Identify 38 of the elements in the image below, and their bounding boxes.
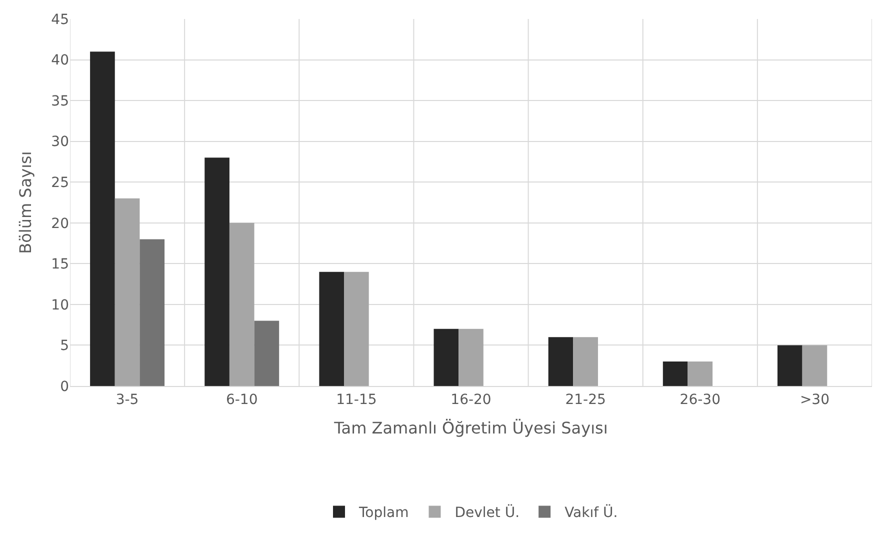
y-tick-label: 10 [51, 297, 69, 314]
x-tick-label: >30 [800, 392, 830, 408]
x-axis-title: Tam Zamanlı Öğretim Üyesi Sayısı [333, 418, 608, 438]
bar [573, 337, 598, 386]
y-tick-label: 35 [51, 93, 69, 110]
y-tick-label: 20 [51, 216, 69, 232]
x-tick-label: 16-20 [450, 392, 492, 408]
bar [458, 328, 484, 386]
y-tick-label: 30 [51, 134, 69, 150]
bar [204, 158, 230, 386]
legend-label: Devlet Ü. [454, 504, 520, 522]
y-tick-label: 40 [51, 52, 69, 69]
y-tick-label: 25 [51, 175, 69, 192]
x-tick-label: 11-15 [336, 392, 377, 408]
x-tick-label: 21-25 [565, 392, 606, 408]
y-tick-label: 0 [60, 378, 69, 395]
y-tick-label: 5 [60, 338, 69, 354]
bar [777, 345, 802, 386]
x-tick-label: 26-30 [680, 392, 720, 408]
bar [90, 52, 115, 386]
legend-label: Vakıf Ü. [564, 504, 618, 522]
bar [114, 198, 140, 386]
bar [434, 328, 459, 386]
x-tick-label: 6-10 [226, 392, 258, 408]
bar [548, 337, 574, 386]
bar [688, 362, 713, 386]
bar [344, 272, 369, 386]
y-tick-label: 45 [51, 12, 69, 28]
legend-label: Toplam [358, 505, 409, 522]
bar [802, 345, 828, 386]
y-tick-label: 15 [51, 256, 69, 273]
bar [140, 239, 165, 386]
bar [662, 362, 688, 386]
bar [254, 320, 280, 386]
bar [319, 272, 344, 386]
bar [229, 222, 254, 386]
x-tick-label: 3-5 [116, 392, 139, 408]
y-axis-title: Bölüm Sayısı [16, 151, 36, 254]
